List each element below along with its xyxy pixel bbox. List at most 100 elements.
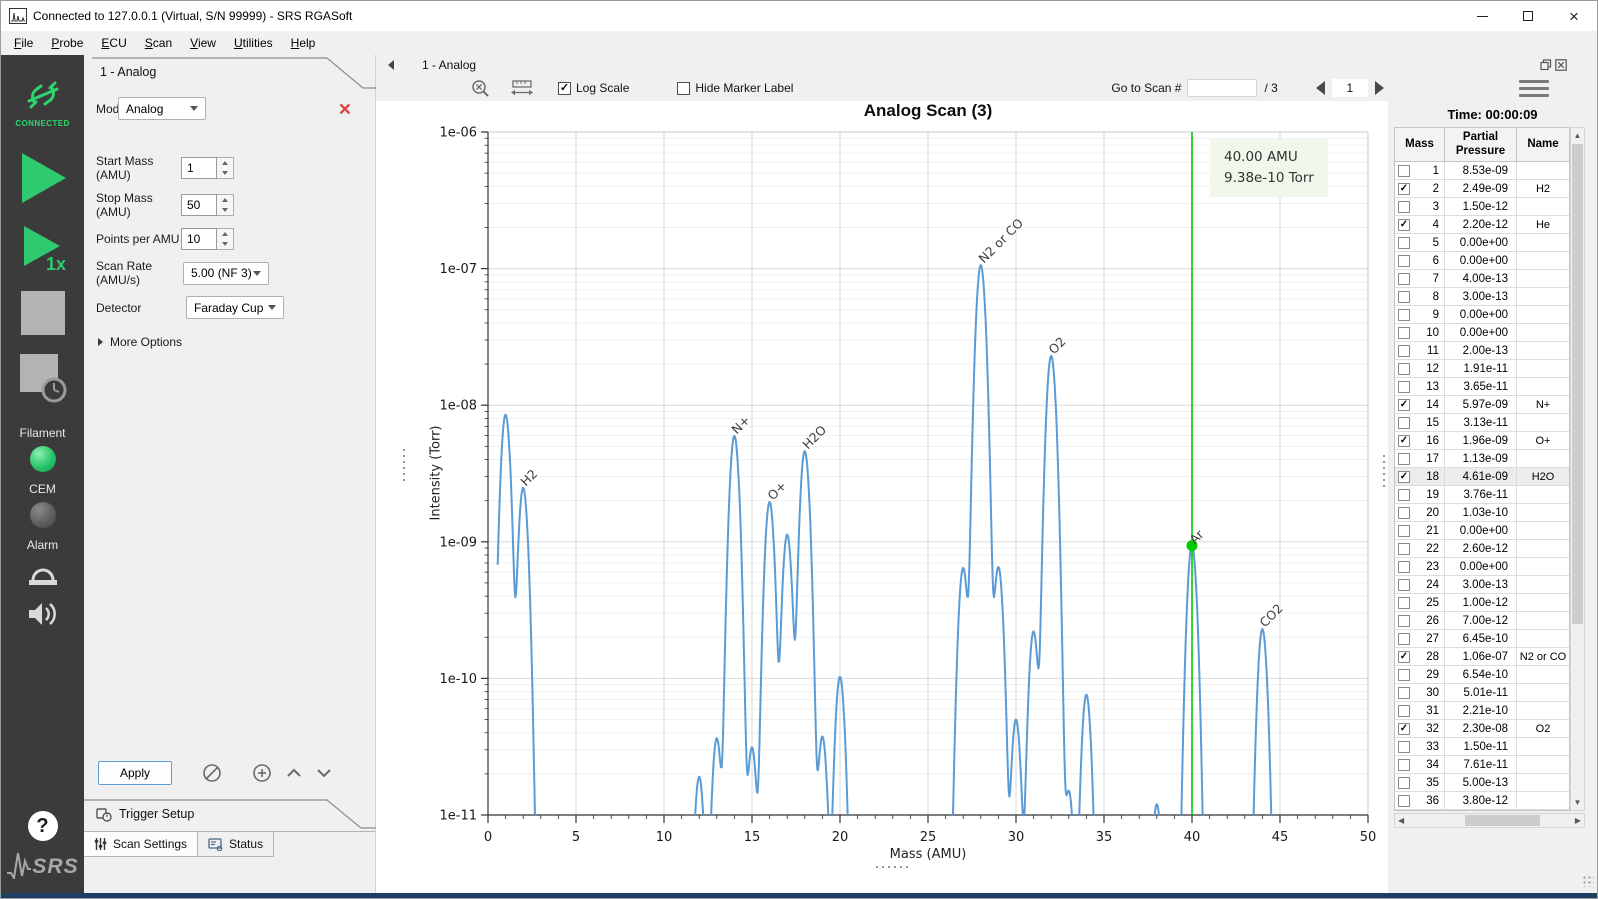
spin-down-button[interactable] xyxy=(217,205,233,215)
minimize-button[interactable] xyxy=(1459,1,1505,31)
mass-checkbox[interactable] xyxy=(1398,614,1410,627)
menu-utilities[interactable]: Utilities xyxy=(233,36,273,50)
cem-led[interactable] xyxy=(29,502,56,528)
menu-help[interactable]: Help xyxy=(290,36,316,50)
disable-scan-button block-icon[interactable] xyxy=(202,763,222,783)
mass-checkbox[interactable] xyxy=(1398,488,1410,501)
horizontal-scroll-thumb[interactable] xyxy=(1465,815,1540,826)
mass-checkbox[interactable] xyxy=(1398,452,1410,465)
scroll-down-arrow[interactable]: ▼ xyxy=(1573,798,1582,807)
mass-checkbox[interactable] xyxy=(1398,308,1410,321)
mass-checkbox[interactable] xyxy=(1398,254,1410,267)
mass-checkbox[interactable] xyxy=(1398,380,1410,393)
spectrum-plot[interactable]: 1e-06 1e-07 1e-08 1e-09 1e-10 1e-11 0 5 10 15 20 25… xyxy=(376,101,1388,896)
start-scan-button play-icon[interactable] xyxy=(16,150,70,206)
tab-status[interactable]: Status xyxy=(198,832,275,857)
scroll-right-arrow[interactable]: ▶ xyxy=(1574,816,1581,825)
mass-checkbox[interactable] xyxy=(1398,632,1410,645)
more-options-toggle[interactable]: More Options xyxy=(84,335,375,349)
mass-checkbox[interactable] xyxy=(1398,272,1410,285)
mass-checkbox[interactable] xyxy=(1398,794,1410,807)
autoscale-ruler-icon[interactable] xyxy=(511,79,533,97)
stop-mass-input[interactable] xyxy=(181,194,217,216)
stop-scan-button stop-icon[interactable] xyxy=(18,288,68,338)
menu-file[interactable]: File xyxy=(14,36,34,50)
marker-dot[interactable] xyxy=(1186,540,1198,552)
mass-checkbox[interactable] xyxy=(1398,182,1410,195)
zoom-out-icon[interactable] xyxy=(471,79,490,98)
mass-checkbox[interactable] xyxy=(1398,704,1410,717)
menu-probe[interactable]: Probe xyxy=(51,36,84,50)
menu-ecu[interactable]: ECU xyxy=(101,36,127,50)
mass-checkbox[interactable] xyxy=(1398,596,1410,609)
stop-after-scan-button stop-clock-icon[interactable] xyxy=(16,352,70,404)
hide-marker-checkbox[interactable] xyxy=(677,81,691,95)
mass-checkbox[interactable] xyxy=(1398,722,1410,735)
move-down-button chevron-down-icon[interactable] xyxy=(316,768,332,778)
mass-checkbox[interactable] xyxy=(1398,164,1410,177)
tab-scan-settings[interactable]: Scan Settings xyxy=(84,832,199,857)
collapse-panel-left-icon[interactable] xyxy=(388,60,394,70)
filament-led[interactable] xyxy=(29,446,56,472)
start-mass-input[interactable] xyxy=(181,157,217,179)
vertical-scroll-thumb[interactable] xyxy=(1572,144,1583,624)
mass-checkbox[interactable] xyxy=(1398,326,1410,339)
mass-checkbox[interactable] xyxy=(1398,668,1410,681)
mass-checkbox[interactable] xyxy=(1398,398,1410,411)
mass-checkbox[interactable] xyxy=(1398,200,1410,213)
mass-checkbox[interactable] xyxy=(1398,542,1410,555)
left-splitter-handle[interactable] xyxy=(402,447,406,481)
mass-checkbox[interactable] xyxy=(1398,470,1410,483)
spin-up-button[interactable] xyxy=(217,158,233,168)
mass-checkbox[interactable] xyxy=(1398,236,1410,249)
menu-view[interactable]: View xyxy=(190,36,216,50)
mass-checkbox[interactable] xyxy=(1398,578,1410,591)
mass-checkbox[interactable] xyxy=(1398,758,1410,771)
spin-down-button[interactable] xyxy=(217,239,233,249)
mode-select[interactable]: Analog xyxy=(118,97,206,120)
mass-checkbox[interactable] xyxy=(1398,344,1410,357)
help-icon[interactable]: ? xyxy=(27,811,58,841)
spin-up-button[interactable] xyxy=(217,229,233,239)
apply-button[interactable]: Apply xyxy=(98,761,172,785)
mdi-restore-icon[interactable] xyxy=(1540,59,1552,71)
mass-checkbox[interactable] xyxy=(1398,506,1410,519)
spin-up-button[interactable] xyxy=(217,195,233,205)
species-horizontal-scrollbar[interactable]: ◀ ▶ xyxy=(1394,813,1585,828)
mass-checkbox[interactable] xyxy=(1398,560,1410,573)
right-splitter-handle[interactable] xyxy=(1382,453,1386,491)
single-scan-button play-once-icon[interactable]: 1x xyxy=(16,220,70,276)
hide-marker-toggle[interactable]: Hide Marker Label xyxy=(677,81,793,95)
bottom-splitter-handle[interactable] xyxy=(874,865,908,869)
alarm-siren-icon[interactable] xyxy=(25,558,61,588)
scan-tab-header[interactable]: 1 - Analog xyxy=(84,55,376,91)
add-scan-button add-icon[interactable] xyxy=(252,763,272,783)
log-scale-checkbox[interactable] xyxy=(558,81,571,95)
trigger-setup-tab[interactable]: Trigger Setup xyxy=(84,799,376,831)
close-button[interactable]: × xyxy=(1551,1,1597,31)
menu-scan[interactable]: Scan xyxy=(144,36,173,50)
mass-checkbox[interactable] xyxy=(1398,218,1410,231)
mass-checkbox[interactable] xyxy=(1398,362,1410,375)
next-scan-button[interactable] xyxy=(1374,81,1384,95)
mass-checkbox[interactable] xyxy=(1398,686,1410,699)
speaker-icon[interactable] xyxy=(26,600,60,628)
spin-down-button[interactable] xyxy=(217,168,233,178)
prev-scan-button[interactable] xyxy=(1315,81,1325,95)
goto-scan-input[interactable] xyxy=(1187,79,1258,97)
mass-checkbox[interactable] xyxy=(1398,740,1410,753)
mdi-close-icon[interactable] xyxy=(1555,59,1567,71)
detector-select[interactable]: Faraday Cup xyxy=(186,296,284,319)
mass-checkbox[interactable] xyxy=(1398,416,1410,429)
mass-checkbox[interactable] xyxy=(1398,650,1410,663)
mass-checkbox[interactable] xyxy=(1398,524,1410,537)
mass-checkbox[interactable] xyxy=(1398,434,1410,447)
remove-scan-button[interactable]: × xyxy=(338,98,351,121)
current-scan-display[interactable]: 1 xyxy=(1331,79,1368,97)
mass-checkbox[interactable] xyxy=(1398,290,1410,303)
species-vertical-scrollbar[interactable]: ▲ ▼ xyxy=(1570,127,1585,811)
mass-checkbox[interactable] xyxy=(1398,776,1410,789)
resize-grip[interactable] xyxy=(1582,875,1594,887)
maximize-button[interactable] xyxy=(1505,1,1551,31)
chart-menu-hamburger-icon[interactable] xyxy=(1519,79,1549,97)
